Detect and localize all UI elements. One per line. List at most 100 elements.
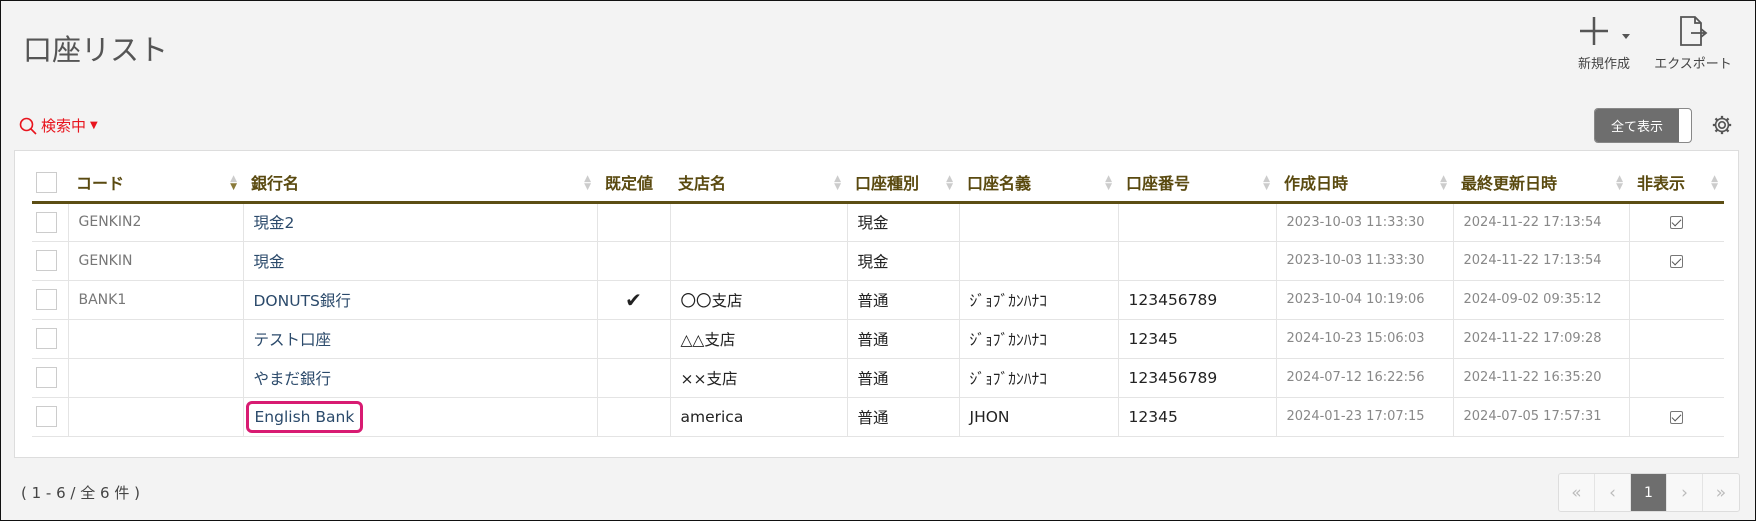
column-header[interactable]: コード ▲ ▼ [68,164,243,204]
created-value: 2023-10-04 10:19:06 [1286,292,1425,307]
branch-value: 〇〇支店 [680,291,743,310]
export-button[interactable]: エクスポート [1647,15,1739,72]
sort-icon[interactable]: ▲ ▼ [1105,174,1112,192]
sort-icon[interactable]: ▲ ▼ [584,174,591,192]
number-value: 12345 [1128,329,1178,348]
bank-name-link[interactable]: やまだ銀行 [253,369,332,388]
created-value: 2023-10-03 11:33:30 [1286,214,1425,230]
sort-icon[interactable]: ▲ ▼ [1711,174,1718,192]
first-page-button[interactable]: « [1559,474,1595,511]
export-icon [1680,16,1708,46]
column-label: 非表示 [1637,174,1686,194]
cell-number [1117,201,1277,242]
column-header[interactable]: 口座番号 ▲ ▼ [1118,164,1276,204]
select-all-checkbox[interactable] [36,171,57,193]
sort-icon[interactable]: ▲ ▼ [230,174,237,192]
table-row[interactable]: English Bank america 普通 JHON 12345 2024-01-23… [32,396,1724,437]
bank-name-link[interactable]: English Bank [245,400,364,433]
new-label: 新規作成 [1577,57,1630,72]
bank-name-link[interactable]: テスト口座 [253,330,332,349]
column-header[interactable]: 作成日時 ▲ ▼ [1276,164,1453,204]
cell-bank: English Bank [242,396,598,437]
sort-icon[interactable]: ▲ ▼ [1263,174,1270,192]
column-header[interactable]: 最終更新日時 ▲ ▼ [1453,164,1629,204]
show-all-toggle[interactable]: 全て表示 [1594,108,1692,143]
number-value: 123456789 [1128,290,1218,309]
column-label: 口座種別 [855,174,920,194]
row-checkbox[interactable] [36,211,57,233]
cell-branch: ××支店 [669,357,848,398]
next-page-button[interactable]: › [1667,474,1703,511]
cell-updated: 2024-11-22 16:35:20 [1452,357,1630,398]
cell-code [67,318,244,359]
branch-value: ××支店 [680,369,738,388]
page-title: 口座リスト [23,33,169,67]
type-value: 普通 [857,408,889,427]
cell-branch: america [669,396,848,437]
sort-icon[interactable]: ▲ ▼ [1616,174,1623,192]
created-value: 2023-10-03 11:33:30 [1286,253,1425,268]
column-header[interactable]: 支店名 ▲ ▼ [670,164,847,204]
bank-name-link[interactable]: 現金 [253,252,285,271]
table-row[interactable]: GENKIN2 現金2 現金 2023-10-03 11:33:30 2024-11-2… [32,201,1724,242]
cell-default [596,396,671,437]
cell-code [67,396,244,437]
row-checkbox[interactable] [36,406,57,427]
plus-icon [1580,17,1630,45]
sort-icon[interactable]: ▲ ▼ [834,174,841,192]
cell-type: 現金 [846,240,960,281]
row-checkbox[interactable] [36,250,57,271]
select-all-header [32,164,68,204]
column-header[interactable]: 口座名義 ▲ ▼ [959,164,1118,204]
hidden-check-icon [1670,216,1684,229]
gear-icon[interactable] [1711,114,1733,136]
sort-icon[interactable]: ▲ ▼ [946,174,953,192]
column-header[interactable]: 既定値 [597,164,670,204]
cell-holder: ｼﾞｮﾌﾞｶﾝﾊﾅｺ [958,357,1119,398]
cell-hidden [1628,240,1724,281]
caret-down-icon: ▼ [90,120,98,131]
cell-code: BANK1 [67,279,244,320]
column-label: 支店名 [678,174,727,194]
column-header[interactable]: 銀行名 ▲ ▼ [243,164,597,204]
cell-hidden [1628,201,1724,242]
account-table: コード ▲ ▼ 銀行名 ▲ ▼ 既定値 支店名 ▲ ▼ 口座種別 ▲ ▼ 口座名義 ▲ ▼ 口座番号 ▲ ▼ 作成日時… [32,164,1724,437]
cell-created: 2024-07-12 16:22:56 [1275,357,1454,398]
number-value: 12345 [1128,407,1178,426]
cell-number: 12345 [1117,318,1277,359]
search-toggle[interactable]: 検索中 ▼ [19,115,98,136]
table-row[interactable]: BANK1 DONUTS銀行 ✔ 〇〇支店 普通 ｼﾞｮﾌﾞｶﾝﾊﾅｺ 123456789 2… [32,279,1724,320]
column-header[interactable]: 非表示 ▲ ▼ [1629,164,1724,204]
table-row[interactable]: テスト口座 △△支店 普通 ｼﾞｮﾌﾞｶﾝﾊﾅｺ 12345 2024-10-23 15:… [32,318,1724,359]
bank-name-link[interactable]: DONUTS銀行 [253,291,351,310]
row-checkbox[interactable] [36,328,57,349]
last-page-button[interactable]: » [1715,482,1727,503]
bank-name-link[interactable]: 現金2 [253,214,295,232]
column-label: 作成日時 [1284,174,1349,194]
row-select-cell [32,240,69,281]
search-label: 検索中 [41,117,87,135]
row-checkbox[interactable] [36,289,57,310]
table-row[interactable]: GENKIN 現金 現金 2023-10-03 11:33:30 2024-11-22 … [32,240,1724,281]
type-value: 普通 [857,330,889,349]
updated-value: 2024-11-22 16:35:20 [1463,370,1602,385]
new-button[interactable]: 新規作成 [1569,15,1639,72]
cell-bank: やまだ銀行 [242,357,598,398]
type-value: 普通 [857,369,889,388]
table-row[interactable]: やまだ銀行 ××支店 普通 ｼﾞｮﾌﾞｶﾝﾊﾅｺ 123456789 2024-07-12… [32,357,1724,398]
cell-type: 普通 [846,279,960,320]
cell-holder [958,201,1119,242]
branch-value: △△支店 [680,330,736,349]
column-header[interactable]: 口座種別 ▲ ▼ [847,164,959,204]
cell-default: ✔ [596,279,671,320]
sort-icon[interactable]: ▲ ▼ [1440,174,1447,192]
row-select-cell [32,396,69,437]
type-value: 現金 [857,252,889,271]
cell-type: 普通 [846,396,960,437]
page-1-button[interactable]: 1 [1631,474,1667,511]
prev-page-button[interactable]: ‹ [1595,474,1631,511]
cell-branch [669,201,848,242]
row-checkbox[interactable] [36,367,57,388]
hidden-check-icon [1670,254,1684,268]
cell-created: 2024-01-23 17:07:15 [1275,396,1454,437]
